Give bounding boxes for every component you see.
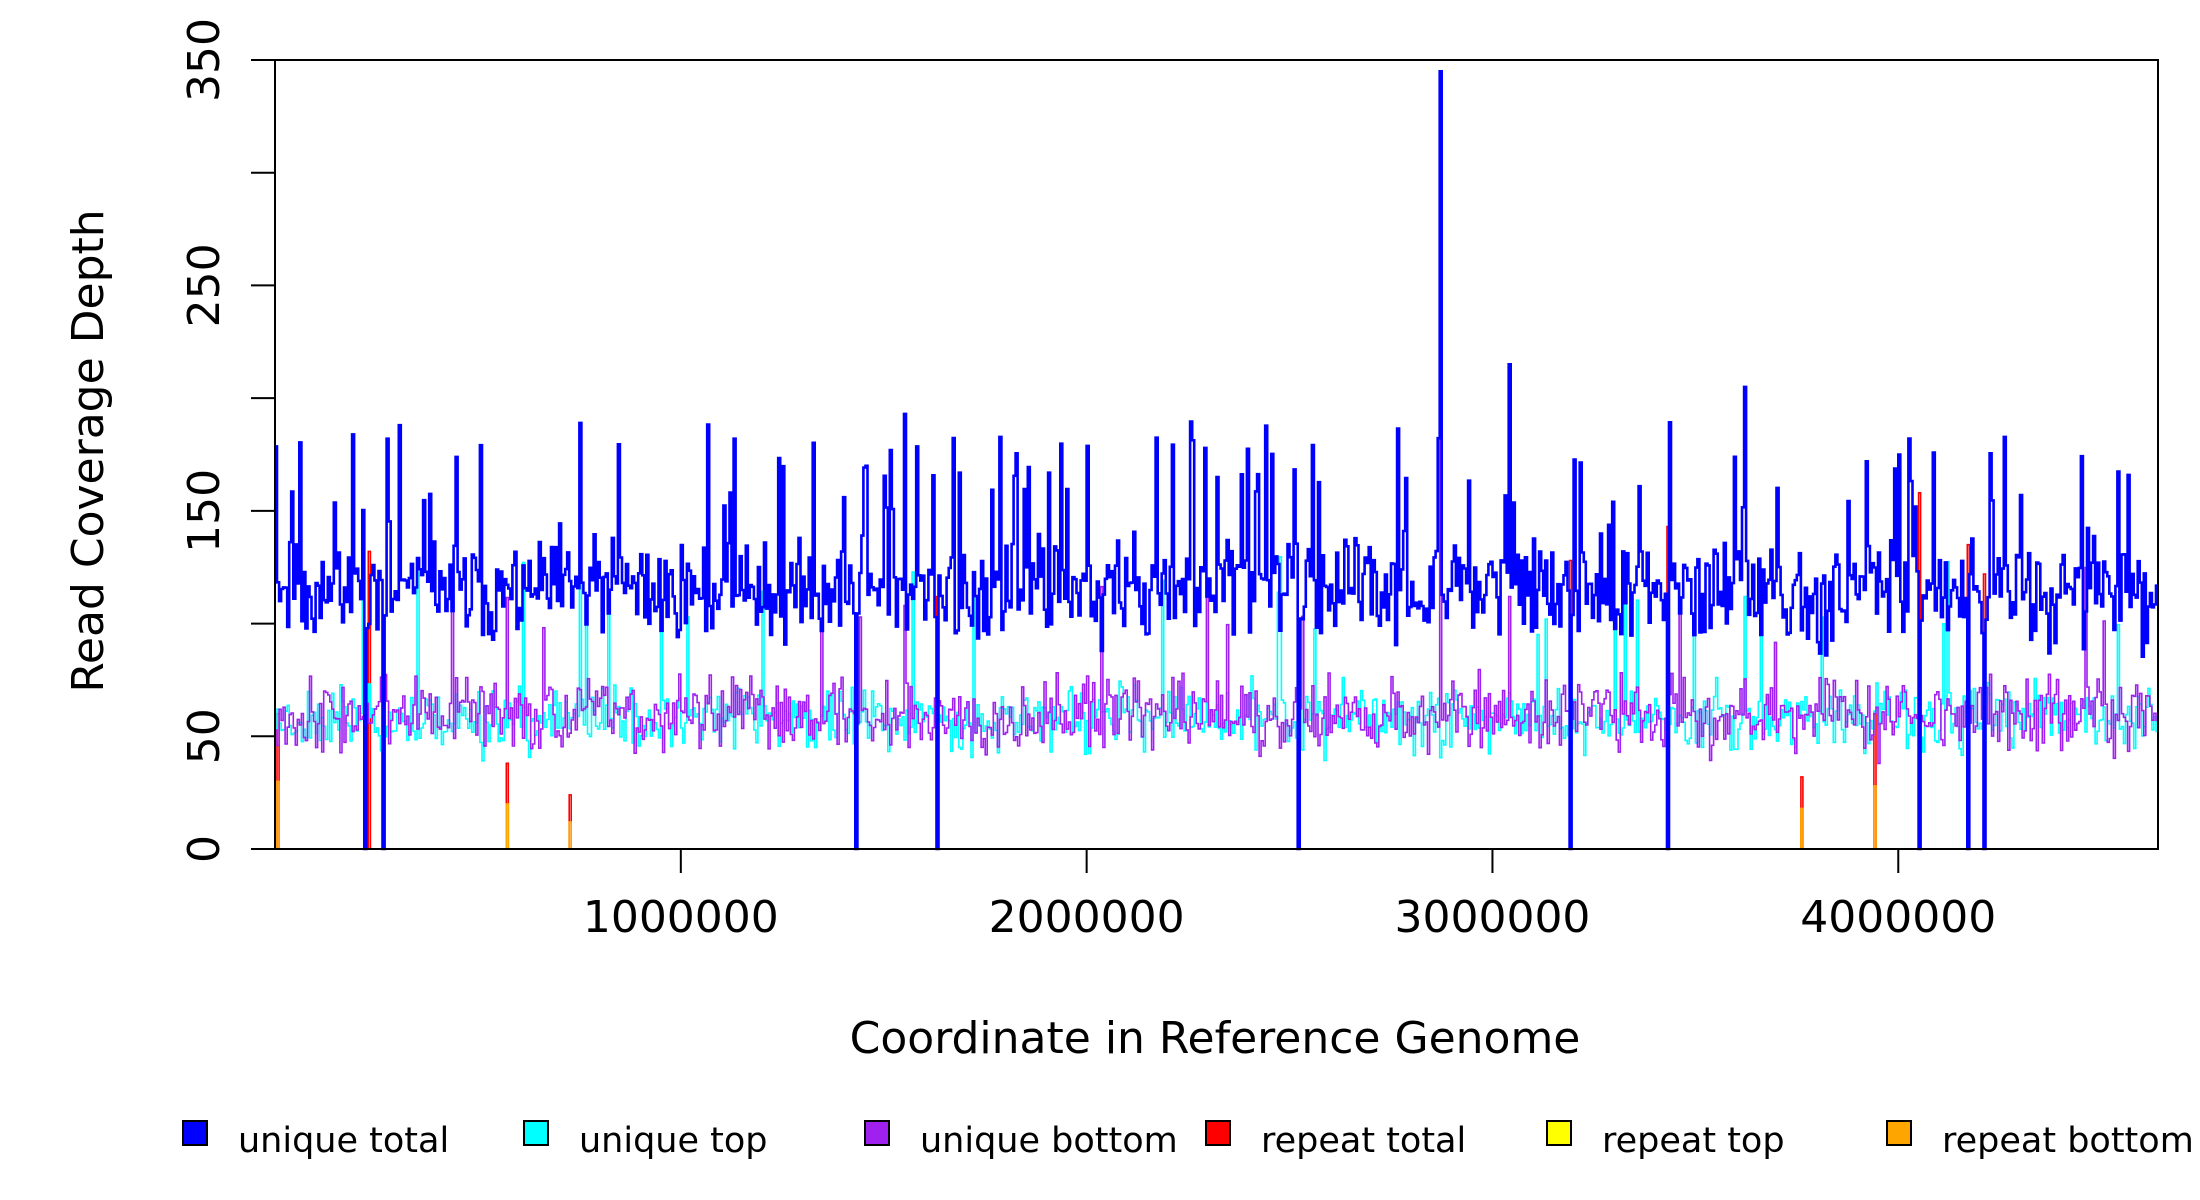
plot-area: [275, 70, 2158, 851]
x-axis: 1000000 2000000 3000000 4000000: [583, 848, 1996, 943]
legend-swatch-repeat-bottom: [1886, 1120, 1912, 1146]
legend-swatch-unique-total: [182, 1120, 208, 1146]
y-tick-label: 50: [179, 708, 230, 764]
legend: unique total unique top unique bottom repea…: [182, 1120, 2194, 1161]
y-tick-label: 0: [179, 835, 230, 863]
y-axis: 0 50 150 250 350: [179, 18, 276, 863]
legend-label-repeat-total: repeat total: [1261, 1121, 1466, 1161]
y-tick-label: 150: [179, 469, 230, 553]
series-line-unique-top: [275, 550, 2158, 850]
x-tick-label: 2000000: [989, 892, 1185, 943]
x-axis-title: Coordinate in Reference Genome: [850, 1013, 1581, 1064]
legend-label-unique-bottom: unique bottom: [920, 1121, 1178, 1161]
series-line-unique-bottom: [275, 390, 2158, 850]
legend-swatch-unique-top: [523, 1120, 549, 1146]
legend-label-repeat-top: repeat top: [1602, 1121, 1785, 1161]
legend-label-unique-top: unique top: [579, 1121, 768, 1161]
legend-label-repeat-bottom: repeat bottom: [1942, 1121, 2194, 1161]
x-tick-label: 3000000: [1394, 892, 1590, 943]
legend-label-unique-total: unique total: [238, 1121, 449, 1161]
legend-swatch-repeat-total: [1205, 1120, 1231, 1146]
y-tick-label: 250: [179, 243, 230, 327]
series-line-unique-total: [275, 70, 2158, 851]
legend-swatch-repeat-top: [1546, 1120, 1572, 1146]
x-tick-label: 4000000: [1800, 892, 1996, 943]
series-line-repeat-bottom: [275, 780, 2158, 850]
legend-swatch-unique-bottom: [864, 1120, 890, 1146]
x-tick-label: 1000000: [583, 892, 779, 943]
y-axis-title: Read Coverage Depth: [63, 209, 114, 692]
y-tick-label: 350: [179, 18, 230, 102]
